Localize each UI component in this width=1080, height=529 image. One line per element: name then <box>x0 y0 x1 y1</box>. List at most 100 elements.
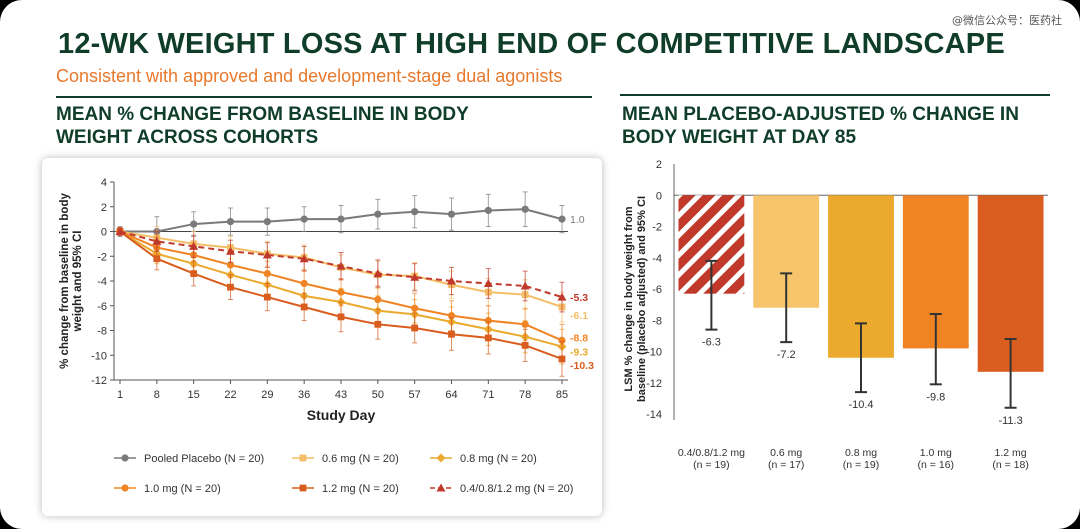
data-point <box>558 215 566 223</box>
data-point <box>227 283 234 291</box>
bar-group: -6.3 0.4/0.8/1.2 mg(n = 19) <box>678 195 745 471</box>
legend-marker <box>299 454 307 462</box>
data-point <box>226 218 235 226</box>
x-tick-label: 29 <box>261 389 273 401</box>
legend-item: 0.4/0.8/1.2 mg (N = 20) <box>430 483 573 495</box>
bar-value-label: -6.3 <box>702 337 721 349</box>
data-point <box>411 304 419 312</box>
data-point <box>448 330 455 338</box>
category-n-label: (n = 16) <box>918 459 954 471</box>
data-point <box>374 320 382 328</box>
end-label: -9.3 <box>570 347 588 359</box>
y-tick-label: -8 <box>97 326 107 338</box>
y-tick-label: -8 <box>652 315 662 327</box>
y-tick-label: 2 <box>656 159 662 171</box>
data-point <box>484 206 492 215</box>
x-tick-label: 15 <box>188 389 200 401</box>
end-label: 1.0 <box>570 214 585 226</box>
data-point <box>373 269 383 278</box>
category-n-label: (n = 18) <box>992 459 1028 471</box>
legend-marker <box>121 484 129 492</box>
x-tick-label: 85 <box>556 389 568 401</box>
line-chart: 4 2 0 -2 -4 -6 -8 -10 -12 1 8 15 22 29 36 43 50 57 64 71 78 8… <box>59 177 594 495</box>
data-point <box>190 270 198 277</box>
data-point <box>115 227 125 235</box>
category-label: 1.0 mg <box>920 447 952 459</box>
y-axis-title: % change from baseline in bodyweight and… <box>59 193 84 369</box>
y-tick-label: -14 <box>646 409 662 421</box>
x-tick-label: 43 <box>335 389 347 401</box>
data-point <box>263 218 271 226</box>
data-point <box>410 272 420 281</box>
y-tick-label: 4 <box>101 177 107 189</box>
data-point <box>521 320 529 328</box>
category-label: 0.8 mg <box>845 447 877 459</box>
x-tick-label: 1 <box>117 389 123 401</box>
line-chart-panel: 4 2 0 -2 -4 -6 -8 -10 -12 1 8 15 22 29 36 43 50 57 64 71 78 8… <box>42 158 602 516</box>
data-point <box>558 355 566 363</box>
watermark: @微信公众号：医药社 <box>952 14 1062 27</box>
data-point <box>189 241 199 250</box>
data-point <box>337 288 345 296</box>
y-tick-label: 0 <box>101 227 107 239</box>
data-point <box>411 208 419 216</box>
y-tick-label: -12 <box>91 375 107 387</box>
data-point <box>226 246 235 255</box>
bar-value-label: -7.2 <box>777 349 796 361</box>
y-tick-label: -2 <box>652 222 662 234</box>
legend-item: 0.8 mg (N = 20) <box>430 453 537 465</box>
legend-label: 0.8 mg (N = 20) <box>460 453 537 465</box>
data-point <box>521 205 529 213</box>
y-tick-label: -10 <box>646 347 662 359</box>
legend: Pooled Placebo (N = 20) 0.6 mg (N = 20) 0.… <box>114 453 573 495</box>
data-point <box>374 295 382 304</box>
data-point <box>263 269 271 278</box>
series-1: -6.1 <box>116 226 588 323</box>
data-point <box>226 261 235 269</box>
bar-value-label: -10.4 <box>848 399 873 411</box>
bar-group: -9.8 1.0 mg(n = 16) <box>902 195 969 471</box>
bar-panel-title: MEAN PLACEBO-ADJUSTED % CHANGE IN BODY W… <box>622 104 1019 148</box>
end-label: -10.3 <box>570 360 594 372</box>
data-point <box>262 250 272 259</box>
bar-value-label: -11.3 <box>998 415 1022 427</box>
data-point <box>153 255 161 263</box>
data-point <box>337 215 345 223</box>
category-n-label: (n = 17) <box>768 459 804 471</box>
data-point <box>300 279 308 288</box>
y-axis-title: LSM % change in body weight frombaseline… <box>623 196 648 402</box>
x-tick-label: 64 <box>445 389 457 401</box>
data-point <box>152 236 162 245</box>
category-label: 1.2 mg <box>995 447 1027 459</box>
y-tick-label: -12 <box>646 378 662 390</box>
data-point <box>336 261 346 270</box>
page-subtitle: Consistent with approved and development… <box>56 66 563 86</box>
legend-marker <box>299 484 307 492</box>
y-tick-label: -6 <box>652 284 662 296</box>
data-point <box>263 293 271 301</box>
line-panel-title: MEAN % CHANGE FROM BASELINE IN BODY WEIG… <box>56 104 469 148</box>
data-point <box>190 220 198 228</box>
series-5: -5.3 <box>115 227 588 313</box>
category-label: 0.4/0.8/1.2 mg <box>678 447 745 459</box>
x-tick-label: 78 <box>519 389 531 401</box>
category-label: 0.6 mg <box>770 447 802 459</box>
x-tick-label: 36 <box>298 389 310 401</box>
category-n-label: (n = 19) <box>843 459 879 471</box>
data-point <box>558 336 566 344</box>
y-tick-label: 2 <box>101 202 107 214</box>
x-axis-title: Study Day <box>307 407 376 423</box>
data-point <box>447 210 456 218</box>
legend-label: 0.6 mg (N = 20) <box>322 453 399 465</box>
data-point <box>484 334 492 342</box>
series-4: -10.3 <box>116 227 594 377</box>
end-label: -6.1 <box>570 310 588 322</box>
x-tick-label: 71 <box>482 389 494 401</box>
series-3: -8.8 <box>116 227 588 357</box>
data-point <box>484 317 492 325</box>
data-point <box>299 254 309 263</box>
x-tick-label: 8 <box>154 389 160 401</box>
end-label: -8.8 <box>570 332 588 344</box>
x-tick-label: 50 <box>372 389 384 401</box>
data-point <box>521 341 529 349</box>
